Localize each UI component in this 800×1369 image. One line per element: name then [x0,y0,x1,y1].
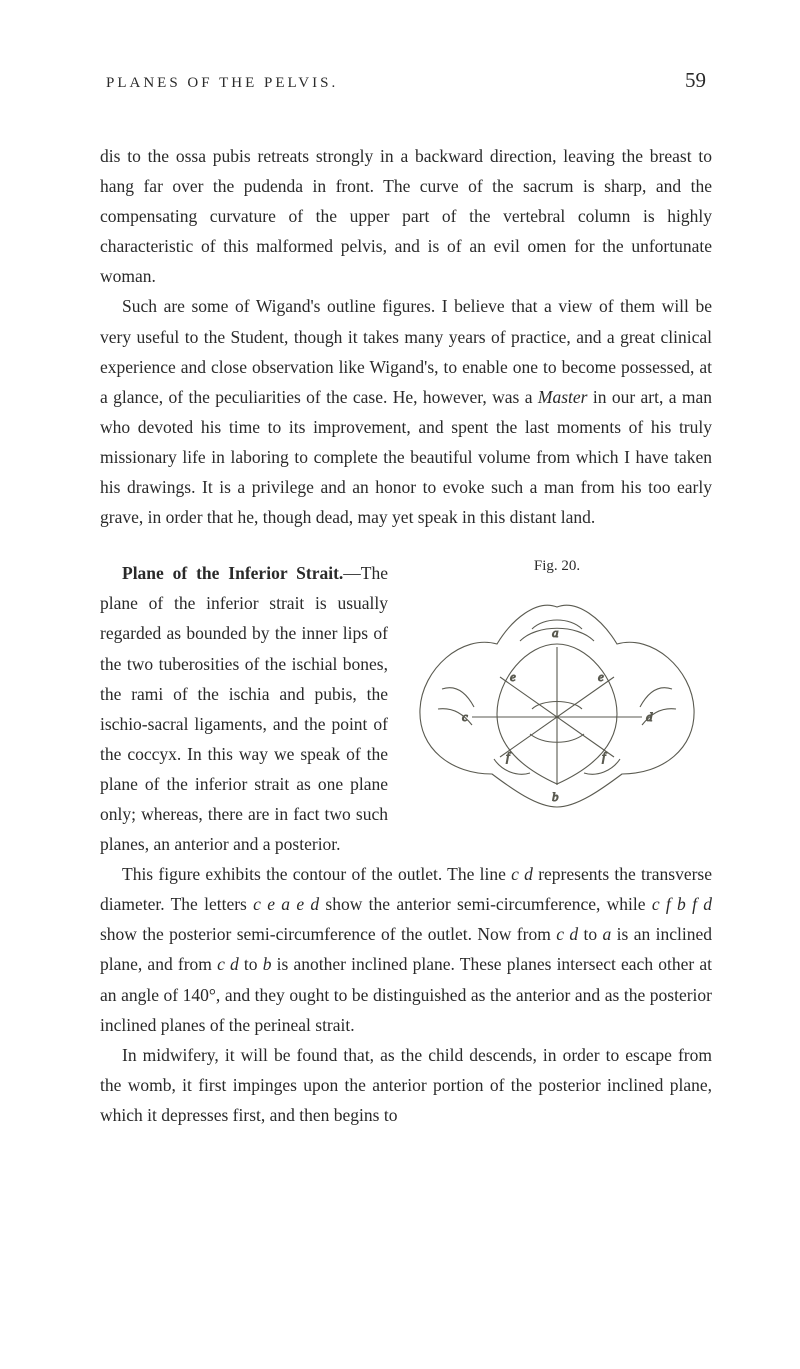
p4-e: to [578,924,602,944]
figure-caption: Fig. 20. [402,558,712,575]
paragraph-2: Such are some of Wigand's outline figure… [100,291,712,532]
paragraph-2-italic: Master [538,387,588,407]
running-title: PLANES OF THE PELVIS. [106,75,338,92]
p4-i2: c e a e d [253,894,319,914]
figure-20-block: Fig. 20. [402,558,712,824]
page-number: 59 [685,68,706,93]
p4-i5: a [603,924,612,944]
svg-text:e: e [598,669,604,684]
svg-text:b: b [552,789,559,804]
page-header: PLANES OF THE PELVIS. 59 [100,68,712,93]
paragraph-3-heading: Plane of the Inferior Strait. [122,563,343,583]
paragraph-4: This figure exhibits the contour of the … [100,859,712,1040]
p4-c: show the anterior semi-circumference, wh… [319,894,652,914]
p4-i6: c d [217,954,239,974]
svg-text:c: c [462,709,468,724]
figure-20-illustration: a b c d e e f f [402,589,712,819]
p4-i1: c d [511,864,533,884]
paragraph-1: dis to the ossa pubis retreats strongly … [100,141,712,291]
paragraph-2-b: in our art, a man who devoted his time t… [100,387,712,527]
paragraph-5: In midwifery, it will be found that, as … [100,1040,712,1130]
p4-i3: c f b f d [652,894,712,914]
paragraph-3-body: —The plane of the inferior strait is usu… [100,563,388,854]
svg-text:a: a [552,625,559,640]
svg-text:e: e [510,669,516,684]
svg-text:f: f [602,749,608,764]
p4-i4: c d [556,924,578,944]
p4-a: This figure exhibits the contour of the … [122,864,511,884]
section-inferior-strait: Fig. 20. [100,558,712,1130]
p4-d: show the posterior semi-circumference of… [100,924,556,944]
p4-g: to [239,954,263,974]
svg-text:d: d [646,709,653,724]
